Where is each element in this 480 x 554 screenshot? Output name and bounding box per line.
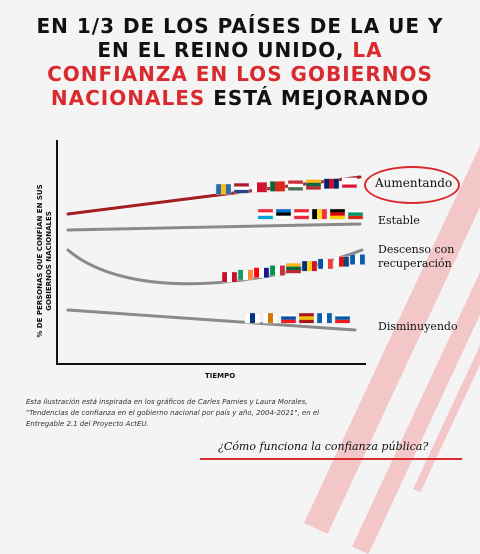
- flag-icon: [262, 312, 279, 324]
- series-label-aumentando: Aumentando: [375, 176, 453, 190]
- flag-icon: [341, 177, 358, 189]
- flag-icon: [275, 208, 292, 220]
- y-axis: [56, 140, 58, 365]
- flag-icon: [298, 312, 315, 324]
- footer-link[interactable]: ¿Cómo funciona la confianza pública?: [218, 440, 429, 453]
- page-title: EN 1/3 DE LOS PAÍSES DE LA UE Y EN EL RE…: [20, 14, 460, 110]
- flag-icon: [253, 267, 270, 279]
- flag-icon: [293, 208, 310, 220]
- flag-icon: [323, 178, 340, 190]
- flag-icon: [329, 208, 346, 220]
- flag-icon: [334, 312, 351, 324]
- flag-icon: [305, 179, 322, 190]
- title-line-3: CONFIANZA EN LOS GOBIERNOS: [47, 62, 433, 86]
- flag-icon: [215, 183, 232, 195]
- flag-icon: [251, 181, 268, 193]
- title-line-2-black: EN EL REINO UNIDO,: [97, 38, 345, 62]
- title-line-2: EN EL REINO UNIDO, LA: [20, 38, 460, 62]
- title-line-1: EN 1/3 DE LOS PAÍSES DE LA UE Y: [36, 14, 444, 38]
- flag-icon: [333, 256, 350, 268]
- title-line-4-red: NACIONALES: [50, 86, 206, 110]
- series-line-flat: [66, 222, 362, 232]
- footer-underline: [200, 458, 462, 460]
- flag-icon: [237, 269, 254, 281]
- series-label-descenso: Descenso con recuperación: [378, 243, 455, 270]
- flag-icon: [349, 254, 366, 265]
- title-line-4-black: ESTÁ MEJORANDO: [213, 86, 430, 110]
- title-line-2-red: LA: [352, 38, 383, 62]
- series-label-estable: Estable: [378, 214, 420, 227]
- flag-icon: [244, 312, 261, 324]
- flag-icon: [280, 312, 297, 324]
- flag-icon: [269, 181, 286, 192]
- series-line-declining: [66, 308, 357, 332]
- flag-icon: [311, 208, 328, 220]
- series-label-disminuyendo: Disminuyendo: [378, 320, 458, 333]
- flag-icon: [317, 258, 334, 270]
- flag-icon: [257, 208, 274, 220]
- highlight-ellipse: [364, 166, 460, 204]
- flag-icon: [269, 265, 286, 276]
- flag-icon: [287, 180, 304, 191]
- flag-icon: [285, 263, 302, 274]
- title-line-4: NACIONALES ESTÁ MEJORANDO: [20, 86, 460, 110]
- x-axis: [56, 363, 366, 365]
- flag-icon: [316, 312, 333, 324]
- flag-icon: [301, 260, 318, 272]
- flag-icon: [221, 271, 238, 283]
- flag-icon: [347, 208, 364, 220]
- flag-icon: [233, 182, 250, 194]
- chart-svg: [66, 175, 366, 332]
- source-note: Esta ilustración está inspirada en los g…: [26, 398, 320, 428]
- x-axis-label: TIEMPO: [205, 372, 236, 380]
